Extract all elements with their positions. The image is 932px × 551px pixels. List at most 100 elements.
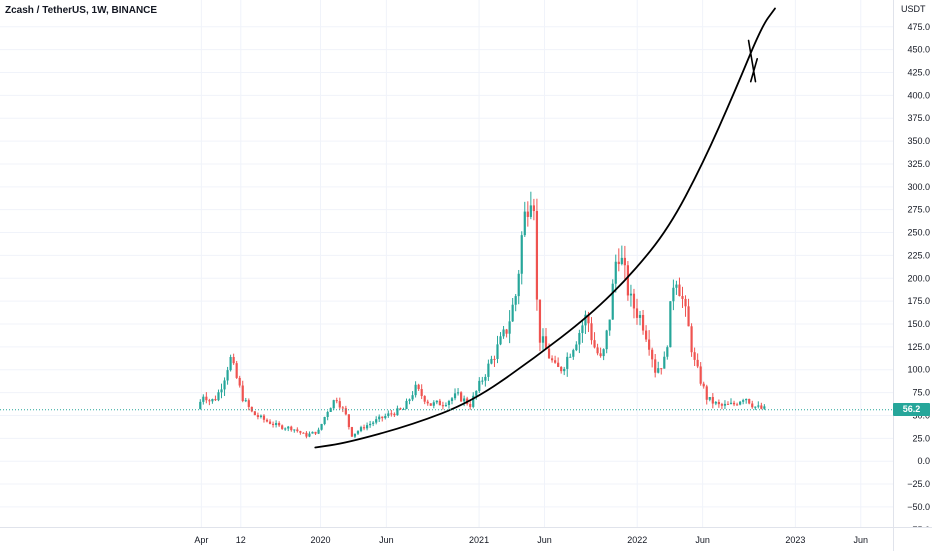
candle-body bbox=[720, 404, 724, 406]
candle bbox=[590, 317, 593, 345]
candle-body bbox=[581, 325, 584, 334]
drawing-cross-mark[interactable] bbox=[749, 57, 759, 83]
candle bbox=[593, 332, 596, 349]
candle bbox=[217, 389, 220, 402]
price-tick-label: 175.0 bbox=[907, 296, 930, 306]
candle bbox=[472, 392, 475, 409]
chart-plot-area[interactable] bbox=[0, 0, 893, 527]
candle bbox=[441, 401, 445, 410]
candle-body bbox=[739, 401, 742, 405]
candle-body bbox=[262, 415, 266, 420]
candle-body bbox=[205, 396, 208, 401]
candle bbox=[459, 391, 463, 403]
candle bbox=[654, 353, 657, 378]
candle bbox=[305, 431, 308, 439]
candle bbox=[651, 347, 654, 368]
candle-body bbox=[705, 386, 708, 400]
candle-body bbox=[399, 408, 402, 410]
candle-body bbox=[593, 340, 596, 348]
candle bbox=[717, 399, 720, 408]
candle bbox=[666, 345, 669, 360]
candle bbox=[544, 328, 548, 349]
candle bbox=[223, 377, 226, 396]
candle-body bbox=[323, 416, 326, 424]
candle bbox=[554, 355, 557, 364]
candle-body bbox=[602, 349, 605, 357]
candle-body bbox=[229, 357, 232, 371]
price-tick-label: −75.0 bbox=[907, 525, 930, 527]
candle bbox=[742, 398, 745, 405]
candle-body bbox=[293, 429, 296, 431]
candle-body bbox=[372, 422, 375, 424]
candle bbox=[438, 398, 441, 406]
candle bbox=[599, 347, 602, 358]
candle-body bbox=[717, 401, 720, 405]
candle-body bbox=[526, 211, 529, 217]
candle bbox=[290, 425, 293, 432]
time-axis[interactable]: Apr 12 2020 Jun 2021 Jun 2022 Jun 2023 Jun bbox=[0, 527, 893, 551]
candle-body bbox=[587, 314, 590, 324]
candle bbox=[735, 402, 739, 406]
candle bbox=[508, 310, 511, 344]
candle bbox=[332, 399, 335, 411]
candle bbox=[287, 425, 290, 432]
candle-body bbox=[296, 429, 299, 432]
candle-body bbox=[714, 401, 717, 404]
candles bbox=[199, 191, 766, 439]
candle-body bbox=[735, 404, 739, 406]
candle-body bbox=[435, 400, 438, 403]
candle bbox=[247, 398, 250, 411]
candle-body bbox=[347, 414, 350, 428]
candle-body bbox=[350, 427, 354, 437]
candle bbox=[335, 397, 338, 404]
candle bbox=[696, 353, 699, 369]
candle bbox=[514, 293, 517, 312]
candle-body bbox=[608, 319, 611, 331]
candle-body bbox=[684, 298, 687, 307]
candle-body bbox=[275, 423, 278, 425]
drawing-curve[interactable] bbox=[314, 7, 776, 449]
candle-body bbox=[311, 431, 314, 434]
candle-body bbox=[244, 400, 247, 402]
candle-body bbox=[596, 347, 599, 354]
candlestick-plot[interactable] bbox=[0, 0, 893, 527]
candle bbox=[672, 279, 675, 311]
candle-body bbox=[217, 392, 220, 401]
candle bbox=[569, 353, 572, 358]
candle bbox=[347, 414, 350, 430]
candle bbox=[502, 325, 505, 339]
axis-corner bbox=[893, 527, 932, 551]
candle-body bbox=[429, 403, 432, 406]
candle-body bbox=[472, 395, 475, 407]
candle-body bbox=[566, 356, 569, 369]
candle-body bbox=[572, 350, 575, 357]
candle bbox=[308, 431, 311, 438]
candle-body bbox=[393, 413, 396, 416]
candle-body bbox=[493, 358, 496, 360]
candle-body bbox=[663, 356, 666, 369]
candle-body bbox=[648, 339, 651, 350]
drawing-cross-mark[interactable] bbox=[747, 39, 757, 83]
candle bbox=[563, 366, 566, 376]
candle bbox=[320, 423, 323, 431]
candle bbox=[432, 400, 435, 409]
candle-body bbox=[405, 400, 408, 410]
candle-body bbox=[520, 235, 523, 274]
candle-body bbox=[550, 358, 554, 361]
candle-body bbox=[211, 399, 214, 402]
candle-body bbox=[469, 404, 472, 407]
candle-body bbox=[635, 308, 639, 318]
candle-body bbox=[235, 363, 238, 378]
candle bbox=[350, 426, 354, 438]
price-tick-label: 225.0 bbox=[907, 250, 930, 260]
candle-body bbox=[654, 359, 657, 373]
candle bbox=[362, 424, 366, 431]
candle bbox=[450, 397, 454, 405]
candle-body bbox=[699, 366, 702, 384]
price-tick-label: 75.0 bbox=[912, 388, 930, 398]
price-axis[interactable]: USDT 475.0 450.0 425.0 400.0 375.0 350.0 325.0 3… bbox=[893, 0, 932, 527]
candle bbox=[417, 383, 420, 391]
candle bbox=[429, 403, 432, 406]
candle bbox=[435, 400, 438, 405]
candle-body bbox=[420, 389, 423, 397]
